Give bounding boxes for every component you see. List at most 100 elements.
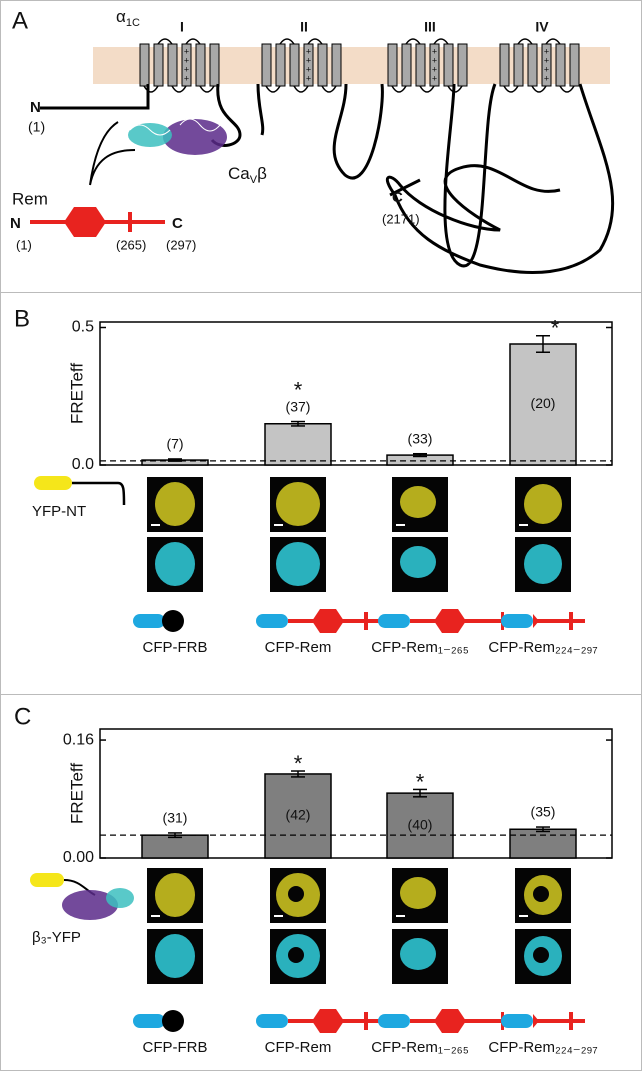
yfp-nt-icon	[34, 476, 126, 506]
loop	[307, 38, 323, 45]
cfp-icon	[256, 614, 288, 628]
loop	[171, 85, 187, 93]
n-label: (40)	[408, 816, 433, 832]
cell	[276, 542, 320, 586]
rem-n: N	[10, 215, 21, 232]
bar	[509, 343, 577, 466]
loop	[559, 85, 575, 93]
helix	[387, 43, 398, 87]
arrows	[89, 121, 136, 186]
n-pos: (1)	[28, 119, 45, 135]
loop	[517, 38, 533, 45]
panel-label: B	[14, 305, 30, 332]
domain-label: II	[300, 19, 308, 35]
c-label: C	[392, 189, 403, 206]
charge: +	[544, 46, 549, 56]
plot-frame	[99, 321, 613, 466]
asterisk: *	[294, 377, 303, 402]
helix	[331, 43, 342, 87]
helix	[261, 43, 272, 87]
beta-structure	[128, 118, 227, 155]
rem-icon	[434, 1009, 466, 1033]
rem-label: Rem	[12, 189, 48, 208]
charge: +	[306, 46, 311, 56]
y-tick-label: 0.00	[63, 849, 94, 866]
helix	[209, 43, 220, 87]
channel: I++++II++++III++++IV++++	[139, 19, 580, 93]
x-tick-label: CFP-Rem₂₂₄₋₂₉₇	[488, 1039, 597, 1056]
helix	[555, 43, 566, 87]
cfp-icon	[133, 1014, 165, 1028]
charge: +	[306, 64, 311, 74]
charge: +	[544, 64, 549, 74]
n-terminus	[40, 84, 150, 110]
rem-domain	[64, 207, 106, 237]
x-tick-label: CFP-Rem	[265, 1039, 332, 1056]
domain-label: III	[424, 19, 436, 35]
helix	[457, 43, 468, 87]
rem-icon	[364, 1012, 368, 1030]
domain-label: IV	[535, 19, 549, 35]
charge: +	[544, 55, 549, 65]
helix	[513, 43, 524, 87]
charge: +	[184, 64, 189, 74]
loop	[545, 38, 561, 45]
y-tick-label: 0.5	[72, 319, 94, 336]
cfp-icon	[133, 614, 165, 628]
asterisk: *	[294, 751, 303, 776]
asterisk: *	[416, 769, 425, 794]
helix	[139, 43, 150, 87]
rem-pos: (265)	[116, 237, 146, 252]
loop	[503, 85, 519, 93]
domain-label: I	[180, 19, 184, 35]
cfp-icon	[256, 1014, 288, 1028]
x-tick-label: CFP-FRB	[143, 639, 208, 656]
y-axis-label: FRETeff	[67, 363, 86, 424]
charge: +	[432, 55, 437, 65]
beta-label: CaVβ	[228, 164, 267, 185]
helix	[167, 43, 178, 87]
construct-label: YFP-NT	[32, 503, 86, 520]
n-label: (35)	[531, 804, 556, 820]
loop	[157, 38, 173, 45]
bar	[264, 773, 332, 859]
loop	[265, 85, 281, 93]
cfp-icon	[501, 614, 533, 628]
cell	[400, 546, 436, 578]
n-label: (42)	[286, 807, 311, 823]
charge: +	[432, 73, 437, 83]
cell	[400, 486, 436, 518]
panel-label: A	[12, 7, 28, 34]
cfp-icon	[378, 614, 410, 628]
bar	[509, 828, 577, 859]
rem-pos: (1)	[16, 237, 32, 252]
loop	[293, 85, 309, 93]
loop	[419, 85, 435, 93]
cell	[155, 542, 195, 586]
cfp-icon	[378, 1014, 410, 1028]
helix	[443, 43, 454, 87]
cell	[155, 934, 195, 978]
plot-frame	[99, 728, 613, 859]
rem-c: C	[172, 215, 183, 232]
charge: +	[432, 64, 437, 74]
helix	[401, 43, 412, 87]
charge: +	[306, 55, 311, 65]
loop	[391, 85, 407, 93]
panel-label: C	[14, 703, 31, 730]
helix	[195, 43, 206, 87]
y-axis-label: FRETeff	[67, 763, 86, 824]
membrane	[93, 47, 610, 84]
helix	[275, 43, 286, 87]
loop	[433, 38, 449, 45]
x-tick-label: CFP-FRB	[143, 1039, 208, 1056]
loop	[199, 85, 215, 93]
charge: +	[544, 73, 549, 83]
charge: +	[432, 46, 437, 56]
rem-tick	[128, 212, 132, 232]
nucleus	[533, 886, 549, 902]
helix	[317, 43, 328, 87]
cfp-icon	[501, 1014, 533, 1028]
rem-icon	[533, 1014, 539, 1028]
